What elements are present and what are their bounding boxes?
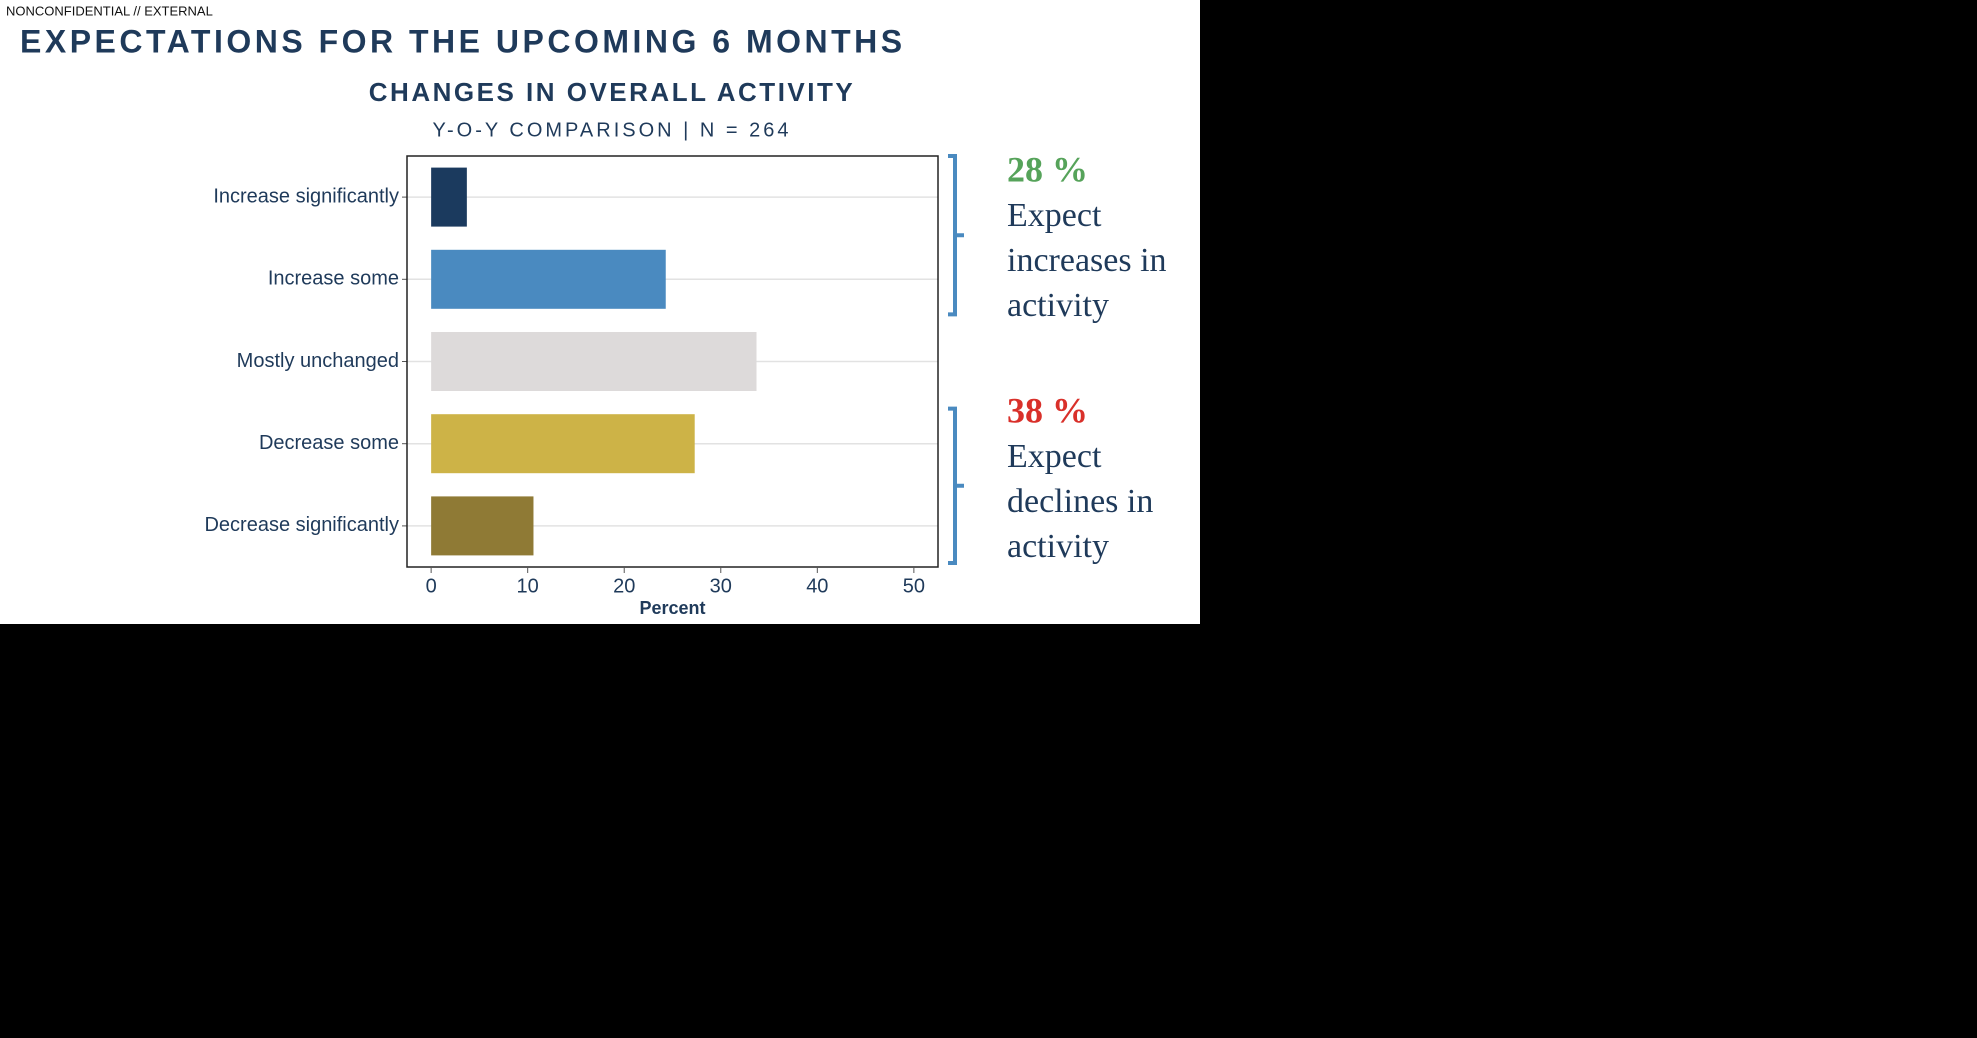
bracket xyxy=(948,154,964,317)
annotation-text: activity xyxy=(1007,528,1109,565)
bar xyxy=(431,167,467,227)
bar xyxy=(431,414,695,474)
slide-background xyxy=(0,0,1200,624)
y-tick-label: Mostly unchanged xyxy=(237,350,399,372)
bar xyxy=(431,496,534,556)
x-tick-label: 30 xyxy=(710,575,732,597)
annotation-text: Expect xyxy=(1007,438,1102,475)
chart-title: CHANGES IN OVERALL ACTIVITY xyxy=(369,77,855,107)
annotation-headline: 28 % xyxy=(1007,149,1088,189)
y-tick-label: Increase some xyxy=(268,268,399,290)
x-tick-label: 0 xyxy=(426,575,437,597)
x-axis-label: Percent xyxy=(639,598,705,618)
annotation-headline: 38 % xyxy=(1007,390,1088,430)
bracket xyxy=(948,406,964,565)
x-tick-label: 40 xyxy=(806,575,828,597)
annotation-text: declines in xyxy=(1007,483,1153,520)
bar xyxy=(431,332,757,391)
annotation-text: activity xyxy=(1007,287,1109,324)
x-tick-label: 10 xyxy=(517,575,539,597)
plot-frame xyxy=(406,155,939,568)
y-tick-label: Decrease significantly xyxy=(204,514,399,536)
annotation-text: Expect xyxy=(1007,197,1102,234)
y-tick-label: Decrease some xyxy=(259,432,399,454)
x-tick-label: 50 xyxy=(903,575,925,597)
chart-subtitle: Y-O-Y COMPARISON | N = 264 xyxy=(432,119,791,141)
annotation-text: increases in xyxy=(1007,242,1167,279)
bar xyxy=(431,249,666,309)
classification: NONCONFIDENTIAL // EXTERNAL xyxy=(6,3,213,18)
y-tick-label: Increase significantly xyxy=(213,185,399,207)
slide-title: EXPECTATIONS FOR THE UPCOMING 6 MONTHS xyxy=(20,23,906,59)
x-tick-label: 20 xyxy=(613,575,635,597)
